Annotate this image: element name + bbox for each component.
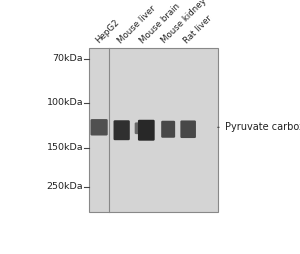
- Text: Rat liver: Rat liver: [182, 13, 214, 45]
- Bar: [89, 48, 218, 212]
- Text: Mouse kidney: Mouse kidney: [160, 0, 208, 45]
- FancyBboxPatch shape: [161, 121, 175, 138]
- Text: Mouse liver: Mouse liver: [116, 4, 158, 45]
- Text: 70kDa: 70kDa: [53, 54, 83, 63]
- Text: 150kDa: 150kDa: [47, 143, 83, 152]
- FancyBboxPatch shape: [180, 120, 196, 138]
- Text: Pyruvate carboxylase (PC): Pyruvate carboxylase (PC): [218, 122, 300, 132]
- FancyBboxPatch shape: [135, 122, 142, 134]
- Text: HepG2: HepG2: [93, 18, 121, 45]
- FancyBboxPatch shape: [138, 120, 155, 141]
- Text: 250kDa: 250kDa: [47, 182, 83, 192]
- Text: 100kDa: 100kDa: [47, 98, 83, 107]
- Text: Mouse brain: Mouse brain: [138, 1, 182, 45]
- FancyBboxPatch shape: [91, 119, 108, 135]
- FancyBboxPatch shape: [113, 120, 130, 140]
